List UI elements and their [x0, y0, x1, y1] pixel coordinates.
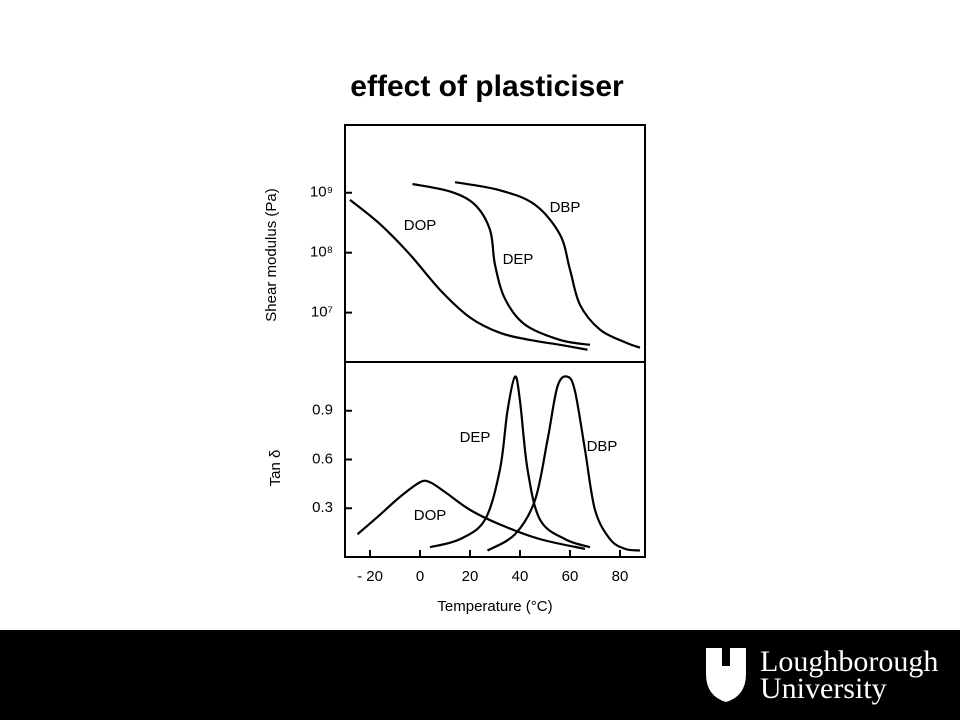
data-line — [349, 199, 588, 351]
x-tick-label: 80 — [612, 568, 629, 585]
curve-label: DEP — [503, 251, 534, 268]
logo-text: Loughborough — [760, 645, 938, 678]
plot-frame — [344, 361, 646, 558]
data-line — [356, 479, 586, 550]
data-line — [412, 182, 591, 346]
data-line — [486, 375, 641, 552]
curve-label: DOP — [414, 507, 447, 524]
plot-frame — [344, 124, 646, 363]
slide-title: effect of plasticiser — [350, 70, 624, 103]
y-tick-label: 10⁷ — [311, 304, 333, 321]
logo-text: University — [760, 672, 887, 705]
x-tick-label: 0 — [416, 568, 424, 585]
y-tick-label: 10⁸ — [310, 244, 333, 261]
y-tick-label: 0.9 — [312, 402, 333, 419]
y-axis-label: Tan δ — [267, 450, 284, 487]
y-tick-label: 0.6 — [312, 450, 333, 467]
y-tick-label: 10⁹ — [310, 184, 333, 201]
x-axis-label: Temperature (°C) — [437, 598, 552, 615]
logo-notch — [722, 662, 730, 666]
logo-shield — [706, 648, 746, 702]
curve-label: DBP — [587, 438, 618, 455]
curve-label: DOP — [404, 217, 437, 234]
x-tick-label: 40 — [512, 568, 529, 585]
curve-label: DBP — [550, 199, 581, 216]
data-line — [454, 181, 641, 349]
x-tick-label: 20 — [462, 568, 479, 585]
curve-label: DEP — [460, 429, 491, 446]
y-tick-label: 0.3 — [312, 499, 333, 516]
x-tick-label: 60 — [562, 568, 579, 585]
y-axis-label: Shear modulus (Pa) — [263, 188, 280, 321]
x-tick-label: - 20 — [357, 568, 383, 585]
data-line — [429, 375, 591, 549]
footer-bar — [0, 630, 960, 720]
